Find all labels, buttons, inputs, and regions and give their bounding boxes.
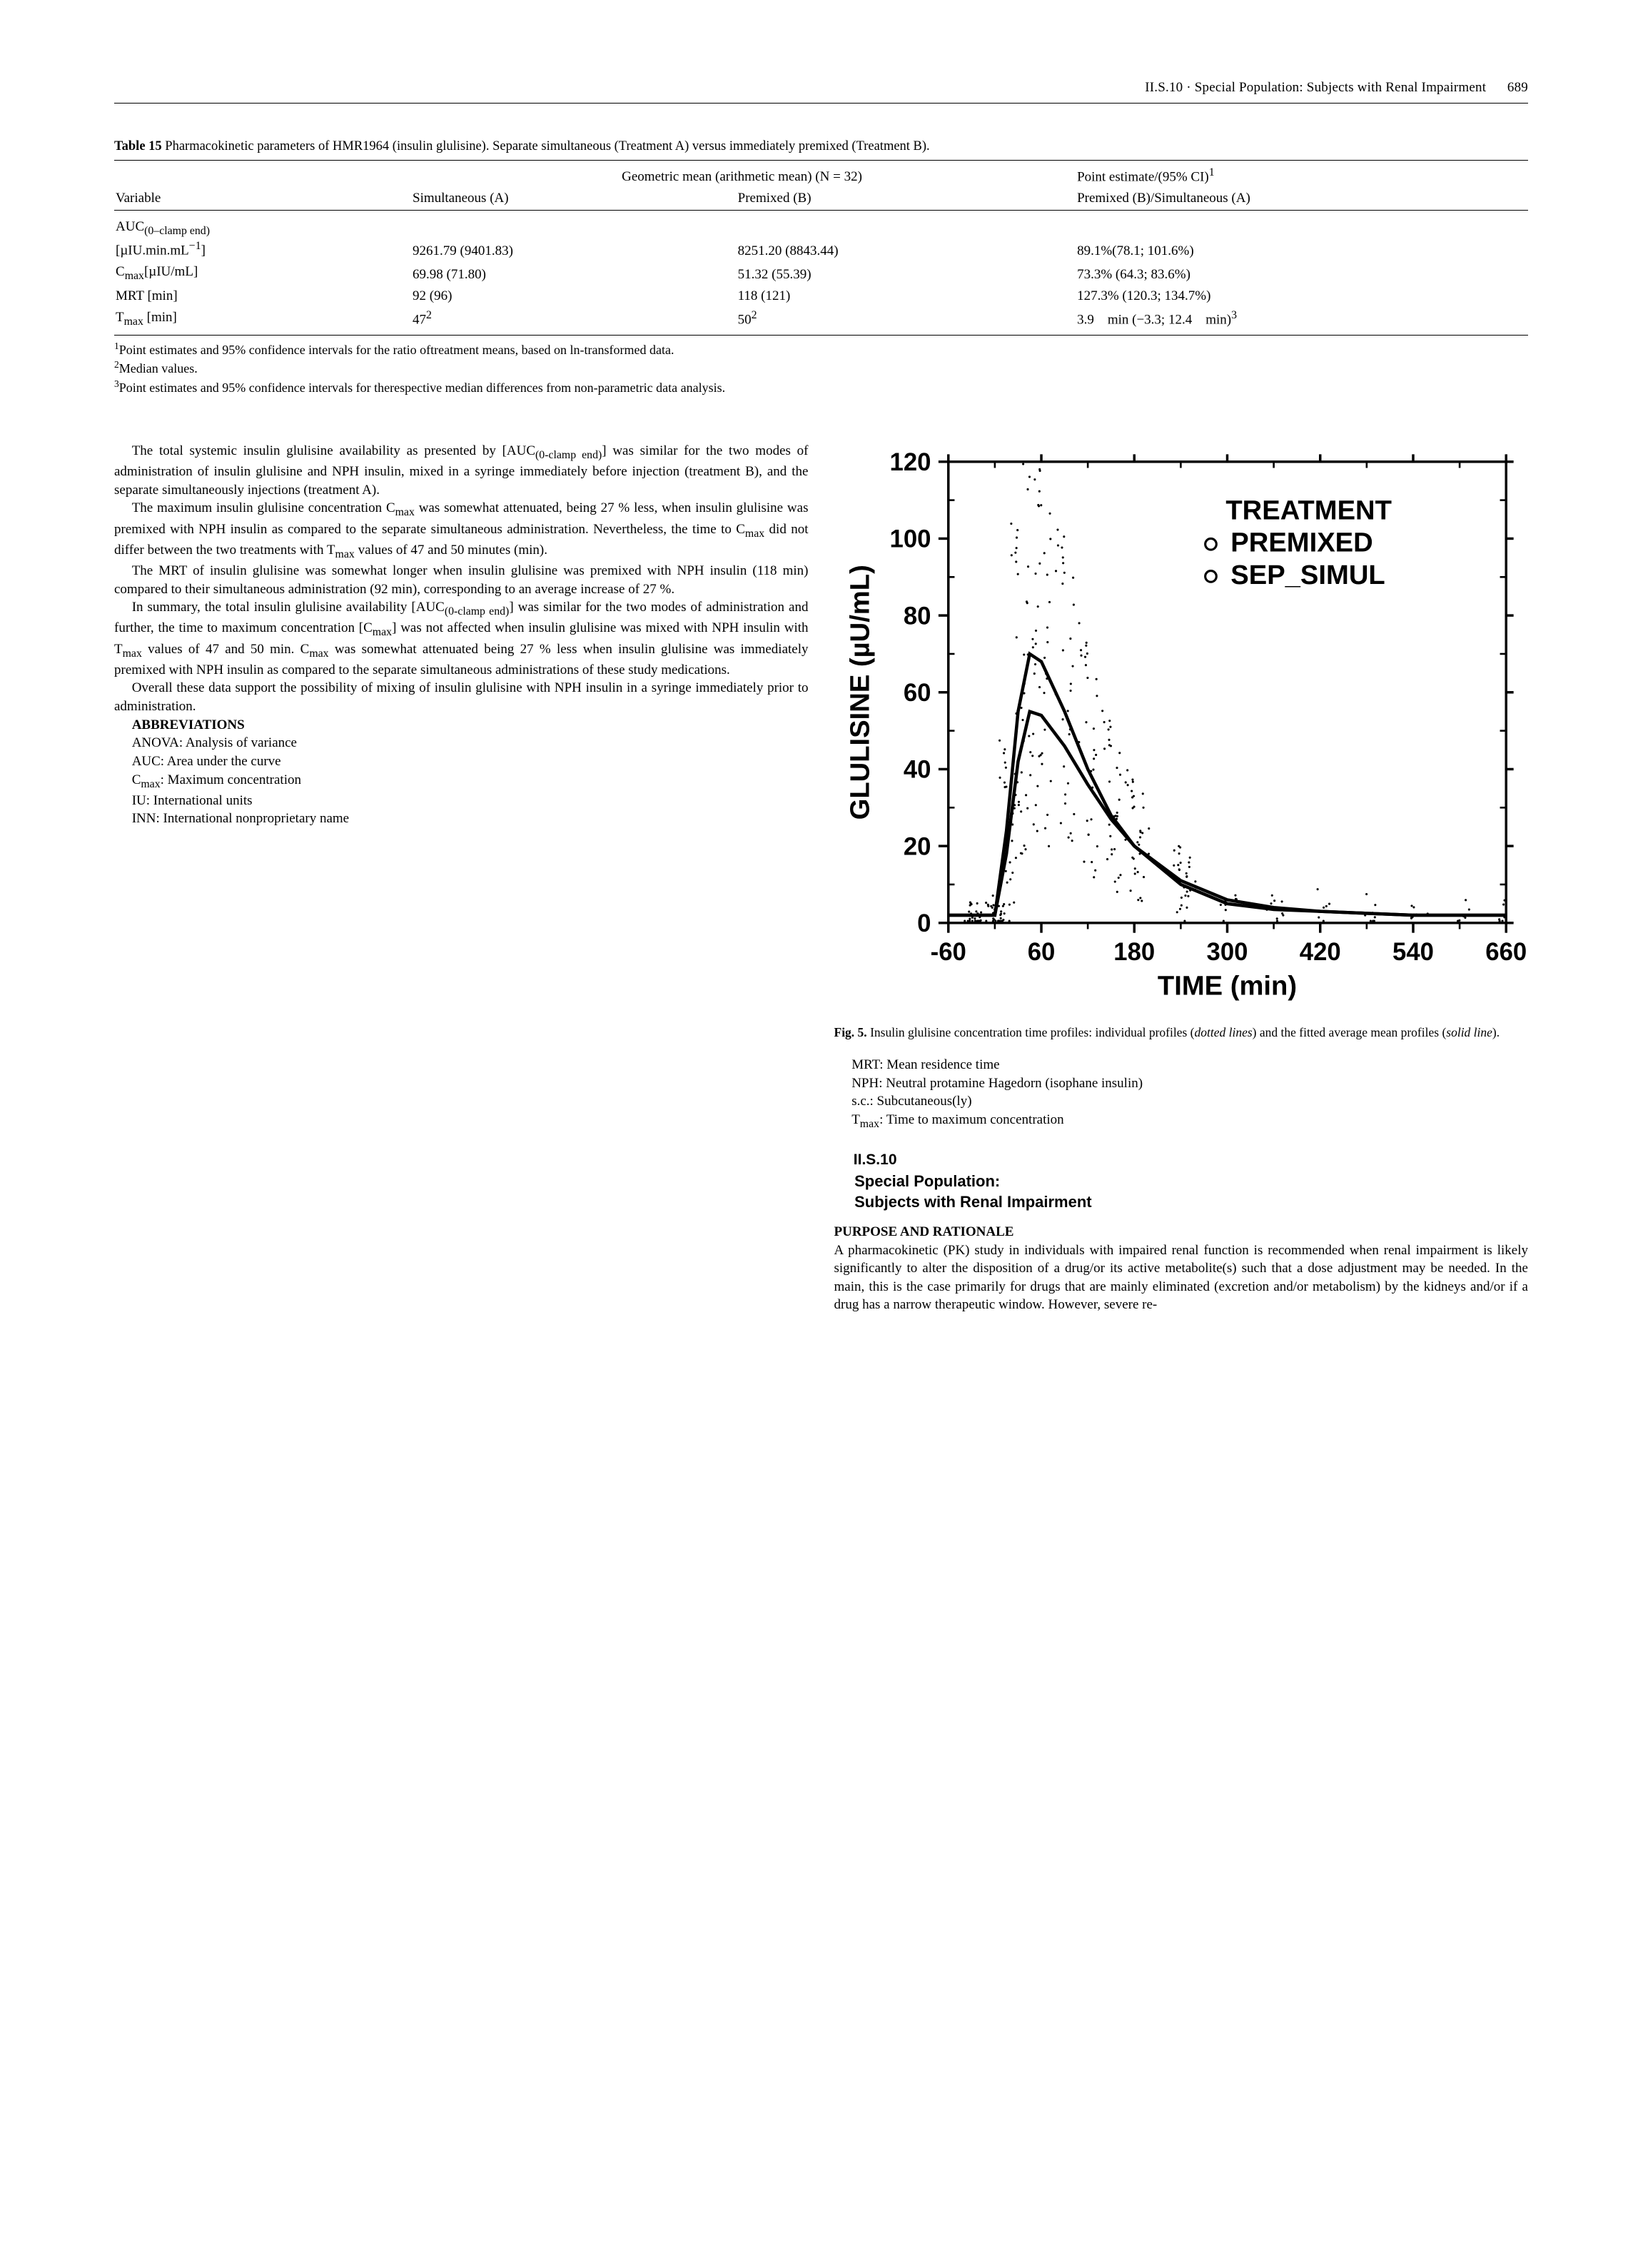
pk-table: Geometric mean (arithmetic mean) (N = 32…	[114, 161, 1528, 336]
svg-text:20: 20	[903, 833, 931, 860]
svg-text:300: 300	[1206, 939, 1248, 966]
right-column: 0 20 40 60 80 100 120 -60 60 180 300 420 540 660 TIME …	[834, 442, 1529, 1314]
abbr-line: INN: International nonproprietary name	[114, 810, 809, 828]
col-est-top: Point estimate/(95% CI)1	[1076, 161, 1528, 188]
svg-text:100: 100	[889, 526, 931, 553]
svg-text:120: 120	[889, 449, 931, 476]
header-rule	[114, 103, 1528, 104]
abbr-line: IU: International units	[114, 792, 809, 810]
svg-text:540: 540	[1392, 939, 1434, 966]
cell-est: 127.3% (120.3; 134.7%)	[1076, 286, 1528, 307]
svg-text:TREATMENT: TREATMENT	[1225, 495, 1392, 526]
cell-variable: Cmax[µIU/mL]	[114, 261, 411, 285]
para-3: The MRT of insulin glulisine was somewha…	[114, 562, 809, 598]
cell-b: 118 (121)	[737, 286, 1076, 307]
purpose-heading: PURPOSE AND RATIONALE	[834, 1223, 1529, 1241]
svg-text:660: 660	[1485, 939, 1527, 966]
svg-text:GLULISINE (µU/mL): GLULISINE (µU/mL)	[844, 565, 875, 820]
table-caption: Table 15 Pharmacokinetic parameters of H…	[114, 138, 1528, 156]
table-row: MRT [min]92 (96)118 (121)127.3% (120.3; …	[114, 286, 1528, 307]
abbr-list-left: ANOVA: Analysis of varianceAUC: Area und…	[114, 734, 809, 828]
para-5: Overall these data support the possibili…	[114, 679, 809, 715]
col-span-header: Geometric mean (arithmetic mean) (N = 32…	[411, 161, 1076, 188]
figure-5: 0 20 40 60 80 100 120 -60 60 180 300 420 540 660 TIME …	[834, 442, 1529, 1017]
footnote: 3Point estimates and 95% confidence inte…	[114, 378, 1528, 396]
cell-variable: MRT [min]	[114, 286, 411, 307]
figure-caption: Fig. 5. Insulin glulisine concentration …	[834, 1024, 1529, 1042]
cell-variable: AUC(0–clamp end)[µIU.min.mL−1]	[114, 211, 411, 262]
abbr-line: Cmax: Maximum concentration	[114, 771, 809, 792]
para-4: In summary, the total insulin glulisine …	[114, 598, 809, 679]
abbr-line: MRT: Mean residence time	[834, 1056, 1529, 1074]
running-head: II.S.10 · Special Population: Subjects w…	[114, 79, 1528, 97]
cell-a: 472	[411, 306, 737, 335]
cell-a: 9261.79 (9401.83)	[411, 211, 737, 262]
left-column: The total systemic insulin glulisine ava…	[114, 442, 809, 1314]
series-SEP_SIMUL	[948, 654, 1505, 915]
cell-variable: Tmax [min]	[114, 306, 411, 335]
para-2: The maximum insulin glulisine concentrat…	[114, 499, 809, 561]
svg-text:420: 420	[1299, 939, 1340, 966]
body-columns: The total systemic insulin glulisine ava…	[114, 442, 1528, 1314]
svg-text:-60: -60	[930, 939, 966, 966]
table-row: AUC(0–clamp end)[µIU.min.mL−1]9261.79 (9…	[114, 211, 1528, 262]
page-number: 689	[1507, 80, 1528, 95]
abbr-line: ANOVA: Analysis of variance	[114, 734, 809, 752]
abbr-line: AUC: Area under the curve	[114, 752, 809, 771]
footnote: 1Point estimates and 95% confidence inte…	[114, 340, 1528, 358]
table-caption-text: Pharmacokinetic parameters of HMR1964 (i…	[165, 139, 929, 153]
svg-text:60: 60	[1027, 939, 1055, 966]
cell-est: 89.1%(78.1; 101.6%)	[1076, 211, 1528, 262]
fig-label: Fig. 5.	[834, 1025, 867, 1039]
fig-caption-text: Insulin glulisine concentration time pro…	[870, 1025, 1500, 1039]
running-head-text: II.S.10 · Special Population: Subjects w…	[1145, 80, 1486, 95]
abbr-line: NPH: Neutral protamine Hagedorn (isophan…	[834, 1074, 1529, 1093]
table-row: Tmax [min]4725023.9 min (−3.3; 12.4 min)…	[114, 306, 1528, 335]
col-variable: Variable	[114, 188, 411, 211]
para-1: The total systemic insulin glulisine ava…	[114, 442, 809, 499]
cell-b: 502	[737, 306, 1076, 335]
svg-text:PREMIXED: PREMIXED	[1230, 528, 1372, 558]
cell-b: 51.32 (55.39)	[737, 261, 1076, 285]
cell-a: 69.98 (71.80)	[411, 261, 737, 285]
table-label: Table 15	[114, 139, 162, 153]
abbr-line: s.c.: Subcutaneous(ly)	[834, 1092, 1529, 1111]
cell-a: 92 (96)	[411, 286, 737, 307]
svg-text:SEP_SIMUL: SEP_SIMUL	[1230, 560, 1385, 590]
table-15: Geometric mean (arithmetic mean) (N = 32…	[114, 160, 1528, 336]
section-title-2: Subjects with Renal Impairment	[834, 1191, 1529, 1213]
section-number: II.S.10	[834, 1150, 1529, 1170]
footnote: 2Median values.	[114, 358, 1528, 377]
series-PREMIXED	[948, 712, 1505, 915]
svg-text:TIME (min): TIME (min)	[1157, 971, 1296, 1002]
purpose-text: A pharmacokinetic (PK) study in individu…	[834, 1241, 1529, 1315]
chart-svg: 0 20 40 60 80 100 120 -60 60 180 300 420 540 660 TIME …	[834, 442, 1529, 1012]
abbr-list-right: MRT: Mean residence timeNPH: Neutral pro…	[834, 1056, 1529, 1132]
abbr-line: Tmax: Time to maximum concentration	[834, 1111, 1529, 1132]
table-footnotes: 1Point estimates and 95% confidence inte…	[114, 340, 1528, 396]
svg-text:80: 80	[903, 603, 931, 630]
col-est-bot: Premixed (B)/Simultaneous (A)	[1076, 188, 1528, 211]
col-b: Premixed (B)	[737, 188, 1076, 211]
svg-text:40: 40	[903, 757, 931, 784]
cell-est: 3.9 min (−3.3; 12.4 min)3	[1076, 306, 1528, 335]
svg-text:180: 180	[1113, 939, 1155, 966]
svg-text:60: 60	[903, 680, 931, 707]
col-a: Simultaneous (A)	[411, 188, 737, 211]
table-row: Cmax[µIU/mL]69.98 (71.80)51.32 (55.39)73…	[114, 261, 1528, 285]
svg-text:0: 0	[917, 910, 931, 937]
section-title-1: Special Population:	[834, 1171, 1529, 1192]
abbr-heading: ABBREVIATIONS	[114, 716, 809, 735]
cell-b: 8251.20 (8843.44)	[737, 211, 1076, 262]
cell-est: 73.3% (64.3; 83.6%)	[1076, 261, 1528, 285]
